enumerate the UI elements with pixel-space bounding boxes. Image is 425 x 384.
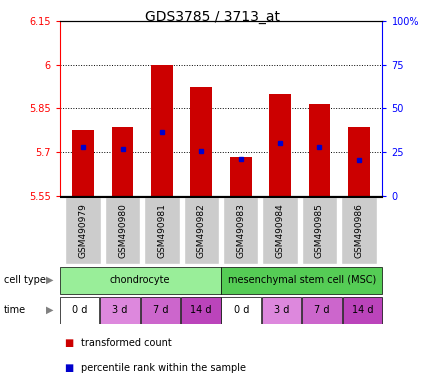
Bar bbox=[112, 127, 133, 196]
Bar bbox=[65, 197, 101, 264]
Bar bbox=[184, 197, 219, 264]
Text: GSM490986: GSM490986 bbox=[354, 203, 363, 258]
Text: cell type: cell type bbox=[4, 275, 46, 285]
Bar bbox=[230, 157, 252, 196]
Text: 14 d: 14 d bbox=[351, 305, 373, 315]
Text: 0 d: 0 d bbox=[233, 305, 249, 315]
Text: 0 d: 0 d bbox=[72, 305, 88, 315]
Text: 7 d: 7 d bbox=[314, 305, 330, 315]
Text: GDS3785 / 3713_at: GDS3785 / 3713_at bbox=[145, 10, 280, 23]
Bar bbox=[341, 197, 377, 264]
Text: 3 d: 3 d bbox=[274, 305, 289, 315]
Text: GSM490983: GSM490983 bbox=[236, 203, 245, 258]
Bar bbox=[100, 296, 140, 324]
Text: mesenchymal stem cell (MSC): mesenchymal stem cell (MSC) bbox=[228, 275, 376, 285]
Bar bbox=[309, 104, 330, 196]
Bar bbox=[60, 266, 221, 294]
Text: GSM490979: GSM490979 bbox=[79, 203, 88, 258]
Bar bbox=[262, 296, 301, 324]
Text: GSM490985: GSM490985 bbox=[315, 203, 324, 258]
Bar bbox=[190, 87, 212, 196]
Text: GSM490980: GSM490980 bbox=[118, 203, 127, 258]
Text: 3 d: 3 d bbox=[112, 305, 128, 315]
Text: 7 d: 7 d bbox=[153, 305, 168, 315]
Text: time: time bbox=[4, 305, 26, 315]
Bar bbox=[343, 296, 382, 324]
Bar bbox=[144, 197, 180, 264]
Bar bbox=[302, 296, 342, 324]
Text: GSM490984: GSM490984 bbox=[275, 203, 285, 258]
Bar bbox=[302, 197, 337, 264]
Text: ■: ■ bbox=[64, 338, 73, 348]
Text: ▶: ▶ bbox=[45, 275, 53, 285]
Bar bbox=[348, 127, 370, 196]
Bar bbox=[221, 296, 261, 324]
Bar bbox=[72, 130, 94, 196]
Text: transformed count: transformed count bbox=[81, 338, 172, 348]
Bar bbox=[269, 94, 291, 196]
Text: GSM490981: GSM490981 bbox=[157, 203, 167, 258]
Text: chondrocyte: chondrocyte bbox=[110, 275, 170, 285]
Bar bbox=[151, 65, 173, 196]
Bar bbox=[262, 197, 298, 264]
Text: percentile rank within the sample: percentile rank within the sample bbox=[81, 362, 246, 373]
Text: 14 d: 14 d bbox=[190, 305, 212, 315]
Bar bbox=[105, 197, 140, 264]
Bar bbox=[60, 296, 99, 324]
Bar bbox=[223, 197, 258, 264]
Text: ▶: ▶ bbox=[45, 305, 53, 315]
Text: GSM490982: GSM490982 bbox=[197, 203, 206, 258]
Bar bbox=[221, 266, 382, 294]
Text: ■: ■ bbox=[64, 362, 73, 373]
Bar bbox=[141, 296, 180, 324]
Bar bbox=[181, 296, 221, 324]
